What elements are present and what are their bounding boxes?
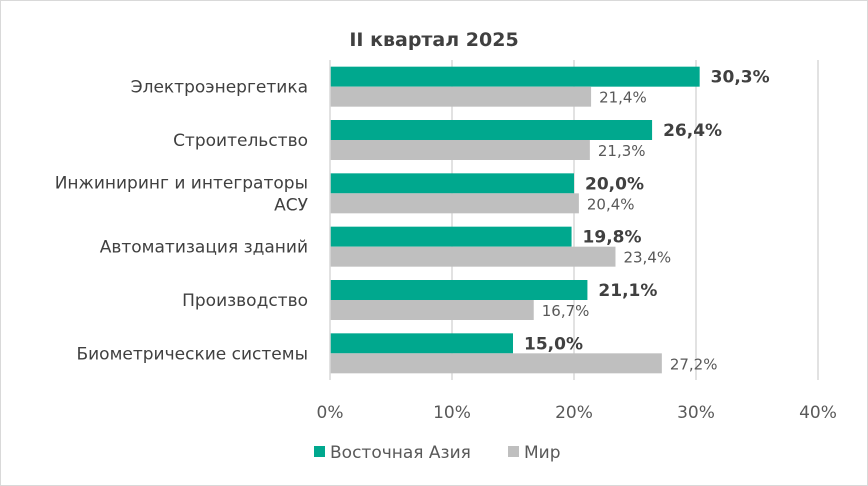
bar-east-asia: [330, 66, 700, 87]
legend-swatch: [314, 446, 325, 457]
x-tick-label: 40%: [799, 403, 837, 423]
data-label: 21,4%: [599, 89, 647, 107]
legend-label: Восточная Азия: [330, 443, 471, 463]
bar-east-asia: [330, 120, 653, 140]
legend-label: Мир: [524, 443, 561, 463]
bar-east-asia: [330, 333, 513, 354]
data-label: 30,3%: [711, 68, 770, 88]
x-tick-label: 10%: [433, 403, 471, 423]
data-label: 20,0%: [585, 174, 644, 194]
data-label: 19,8%: [583, 228, 642, 248]
bar-world: [330, 300, 534, 320]
chart-title: II квартал 2025: [349, 29, 518, 51]
data-label: 23,4%: [623, 249, 671, 267]
bar-world: [330, 140, 590, 160]
bar-world: [330, 86, 592, 107]
bar-world: [330, 193, 579, 214]
data-label: 21,1%: [598, 281, 657, 301]
data-label: 16,7%: [542, 302, 590, 320]
bar-east-asia: [330, 280, 588, 300]
data-label: 26,4%: [663, 121, 722, 141]
category-label: Электроэнергетика: [131, 78, 308, 98]
x-tick-label: 20%: [555, 403, 593, 423]
x-tick-label: 0%: [317, 403, 344, 423]
data-label: 21,3%: [598, 142, 646, 160]
bar-east-asia: [330, 173, 574, 194]
x-tick-label: 30%: [677, 403, 715, 423]
category-label: Строительство: [173, 131, 308, 151]
data-label: 15,0%: [524, 334, 583, 354]
category-label: Автоматизация зданий: [100, 238, 308, 258]
category-label: Инжиниринг и интеграторы: [55, 173, 308, 193]
category-label: АСУ: [274, 195, 308, 215]
legend-swatch: [508, 446, 519, 457]
bar-world: [330, 353, 662, 374]
data-label: 20,4%: [587, 195, 635, 213]
bar-east-asia: [330, 226, 572, 247]
category-label: Биометрические системы: [76, 344, 308, 364]
data-label: 27,2%: [670, 355, 718, 373]
bar-world: [330, 246, 616, 267]
category-label: Производство: [182, 291, 308, 311]
